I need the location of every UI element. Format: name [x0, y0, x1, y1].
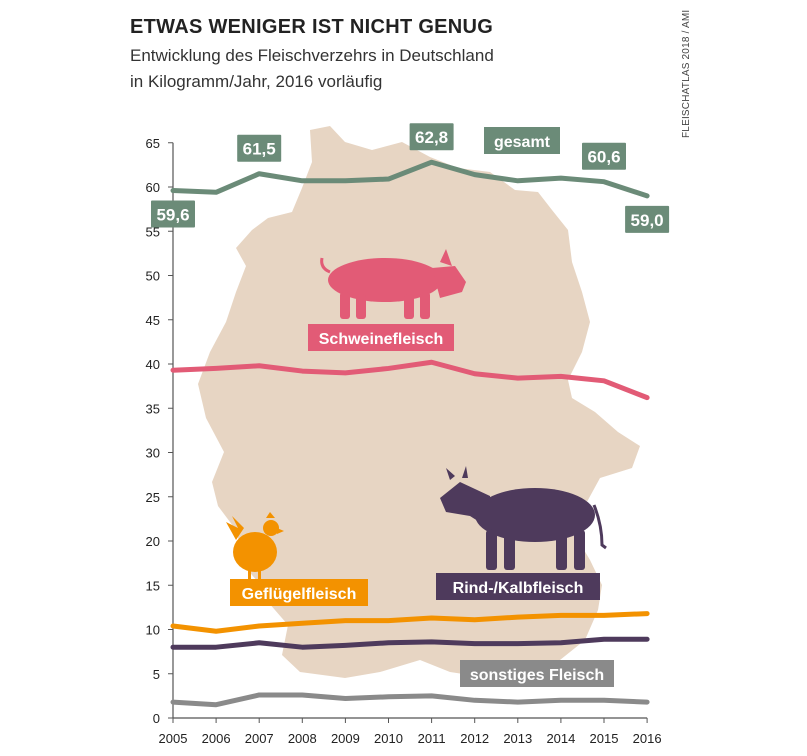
data-label-text: 59,0: [631, 211, 664, 230]
series-line-rind: [170, 636, 650, 650]
data-label-box: [409, 123, 454, 151]
x-tick-label: 2013: [503, 731, 532, 746]
data-label-box: [237, 134, 282, 162]
data-label-box: [625, 205, 670, 233]
series-line-sonstiges: [170, 692, 650, 708]
x-tick-label: 2005: [159, 731, 188, 746]
chart-subtitle-line2: in Kilogramm/Jahr, 2016 vorläufig: [130, 72, 383, 91]
y-tick-label: 10: [146, 623, 160, 638]
series-name-box: [308, 324, 454, 351]
x-tick-label: 2015: [590, 731, 619, 746]
series-name-text: sonstiges Fleisch: [470, 667, 604, 684]
series-name-sonstiges: sonstiges Fleisch: [460, 660, 614, 687]
y-tick-label: 40: [146, 357, 160, 372]
series-name-rind: Rind-/Kalbfleisch: [436, 573, 600, 600]
y-tick-label: 0: [153, 711, 160, 726]
data-label-text: 60,6: [587, 148, 620, 167]
y-tick-label: 50: [146, 269, 160, 284]
y-tick-label: 35: [146, 401, 160, 416]
series-name-text: Rind-/Kalbfleisch: [453, 580, 584, 597]
y-tick-label: 55: [146, 224, 160, 239]
series-name-text: gesamt: [494, 134, 551, 151]
series-name-gesamt: gesamt: [484, 127, 560, 154]
x-tick-label: 2007: [245, 731, 274, 746]
labels-layer: 59,6 61,5 62,8 60,6 59,0 gesamt Schweinefleisc…: [151, 123, 670, 687]
series-name-box: [230, 579, 368, 606]
series-name-box: [460, 660, 614, 687]
y-tick-label: 65: [146, 136, 160, 151]
y-tick-label: 30: [146, 446, 160, 461]
data-label-box: [151, 200, 195, 228]
axes-layer: 0 5 10 15 20 25 30 35 40 45 50 55 60 65 2005 2006 2007 20…: [146, 136, 662, 746]
x-tick-label: 2011: [418, 731, 446, 746]
x-tick-label: 2010: [374, 731, 403, 746]
data-label-box: [582, 142, 626, 170]
series-line-gefluegel: [170, 611, 650, 634]
x-tick-label: 2008: [288, 731, 317, 746]
series-line-gesamt: [170, 159, 650, 199]
lines-layer: [170, 159, 650, 708]
chicken-icon: [226, 512, 284, 580]
data-label-text: 62,8: [415, 128, 448, 147]
x-tick-label: 2016: [633, 731, 662, 746]
data-label-2005: 59,6: [151, 200, 195, 228]
data-label-2016: 59,0: [625, 205, 670, 233]
pig-icon: [320, 249, 466, 319]
y-tick-label: 45: [146, 313, 160, 328]
y-tick-label: 20: [146, 534, 160, 549]
y-tick-label: 60: [146, 180, 160, 195]
series-name-box: [436, 573, 600, 600]
series-name-schwein: Schweinefleisch: [308, 324, 454, 351]
series-name-text: Geflügelfleisch: [242, 586, 357, 603]
x-tick-label: 2006: [202, 731, 231, 746]
series-name-text: Schweinefleisch: [319, 331, 444, 348]
data-label-text: 61,5: [243, 140, 276, 159]
cow-icon: [440, 466, 607, 570]
x-tick-label: 2012: [460, 731, 489, 746]
x-tick-label: 2009: [331, 731, 360, 746]
y-tick-label: 15: [146, 578, 160, 593]
series-name-gefluegel: Geflügelfleisch: [230, 579, 368, 606]
chart-subtitle-line1: Entwicklung des Fleischverzehrs in Deuts…: [130, 46, 494, 65]
series-name-box: [484, 127, 560, 154]
data-label-2011: 62,8: [409, 123, 454, 151]
series-line-schwein: [170, 359, 650, 401]
data-label-text: 59,6: [156, 206, 189, 225]
data-label-2007: 61,5: [237, 134, 282, 162]
y-tick-label: 25: [146, 490, 160, 505]
data-label-2015: 60,6: [582, 142, 626, 170]
y-tick-label: 5: [153, 667, 160, 682]
x-tick-label: 2014: [546, 731, 575, 746]
chart-title: ETWAS WENIGER IST NICHT GENUG: [130, 16, 494, 38]
